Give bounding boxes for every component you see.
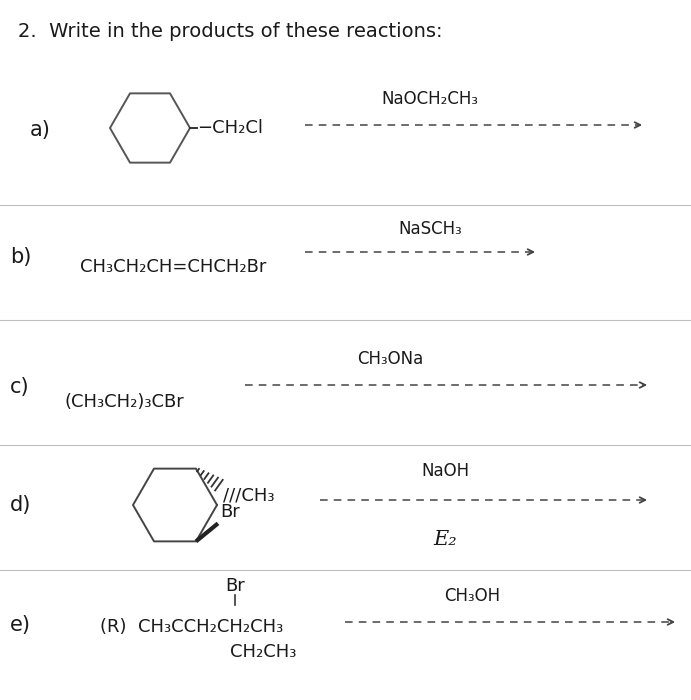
Text: Br: Br — [225, 577, 245, 595]
Text: −CH₂Cl: −CH₂Cl — [197, 119, 263, 137]
Text: NaOCH₂CH₃: NaOCH₂CH₃ — [381, 90, 478, 108]
Text: (CH₃CH₂)₃CBr: (CH₃CH₂)₃CBr — [65, 393, 184, 411]
Text: NaSCH₃: NaSCH₃ — [398, 220, 462, 238]
Text: e): e) — [10, 615, 31, 635]
Text: 2.  Write in the products of these reactions:: 2. Write in the products of these reacti… — [18, 22, 442, 41]
Text: b): b) — [10, 247, 31, 267]
Text: ///CH₃: ///CH₃ — [223, 486, 274, 505]
Text: CH₃CH₂CH=CHCH₂Br: CH₃CH₂CH=CHCH₂Br — [80, 258, 266, 276]
Text: Br: Br — [220, 503, 240, 522]
Text: c): c) — [10, 377, 30, 397]
Text: CH₃ONa: CH₃ONa — [357, 350, 423, 368]
Text: (R)  CH₃CCH₂CH₂CH₃: (R) CH₃CCH₂CH₂CH₃ — [100, 618, 283, 636]
Text: d): d) — [10, 495, 31, 515]
Text: NaOH: NaOH — [421, 462, 469, 480]
Text: CH₂CH₃: CH₂CH₃ — [230, 643, 296, 661]
Text: E₂: E₂ — [433, 530, 457, 549]
Text: a): a) — [30, 120, 51, 140]
Text: CH₃OH: CH₃OH — [444, 587, 500, 605]
